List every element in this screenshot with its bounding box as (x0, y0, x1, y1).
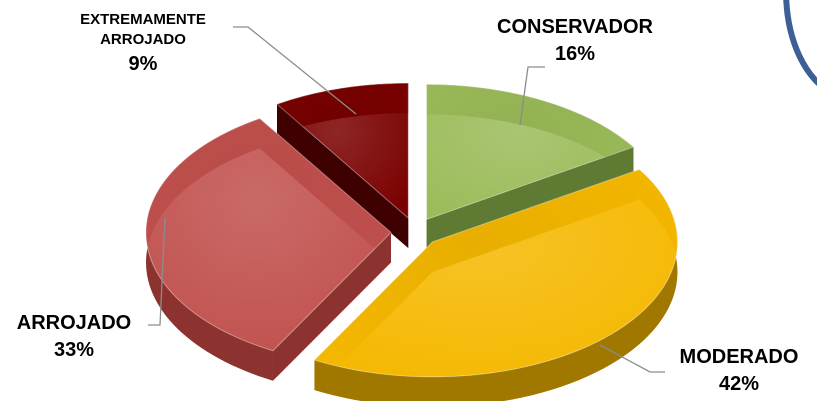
slice-name: MODERADO (679, 346, 799, 368)
pie-slice-0 (426, 83, 635, 250)
slice-label-conservador: CONSERVADOR 16% (470, 14, 680, 68)
slice-name: CONSERVADOR (497, 16, 653, 38)
pie-slice-2 (145, 117, 392, 381)
slice-percent: 33% (53, 339, 95, 361)
leader-line-extremamente-arrojado (233, 26, 357, 115)
slice-percent: 42% (718, 373, 760, 395)
slice-label-moderado: MODERADO 42% (664, 344, 814, 398)
slice-name-line1: EXTREMAMENTE (80, 11, 206, 28)
slice-name-line2: ARROJADO (100, 31, 186, 49)
slice-name: ARROJADO (16, 312, 132, 334)
pie-slice-1 (313, 168, 678, 401)
slice-label-extremamente-arrojado: EXTREMAMENTE ARROJADO 9% (48, 10, 238, 78)
leader-line-moderado (599, 344, 665, 373)
slice-percent: 16% (554, 43, 596, 65)
pie-slice-3 (276, 82, 409, 249)
leader-line-arrojado (148, 217, 166, 326)
decorative-circle-arc (783, 0, 817, 86)
slice-label-arrojado: ARROJADO 33% (4, 310, 144, 364)
slice-percent: 9% (128, 52, 158, 75)
leader-line-conservador (519, 66, 545, 126)
